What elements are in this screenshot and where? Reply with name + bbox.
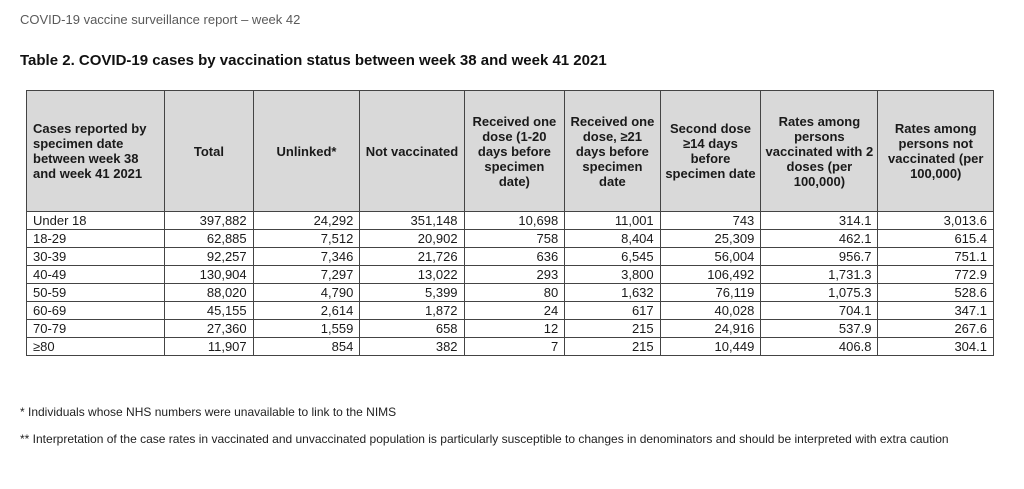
column-header-second-dose: Second dose ≥14 days before specimen dat… [659,90,762,212]
table-cell: 704.1 [760,301,879,320]
table-cell: 397,882 [164,211,254,230]
table-cell: 351,148 [359,211,465,230]
table-cell: 293 [463,265,566,284]
table-cell: 13,022 [359,265,465,284]
table-cell: 92,257 [164,247,254,266]
table-cell: 462.1 [760,229,879,248]
table-cell: 10,698 [463,211,566,230]
table-cell: Under 18 [25,211,166,230]
table-cell: 21,726 [359,247,465,266]
table-cell: 314.1 [760,211,879,230]
table-cell: 24,916 [659,319,762,338]
cases-table: Cases reported by specimen date between … [25,90,994,356]
table-cell: 751.1 [877,247,994,266]
table-cell: 4,790 [252,283,361,302]
table-cell: 6,545 [564,247,661,266]
column-header-total: Total [164,90,254,212]
table-row: 70-79 27,360 1,559 658 12 215 24,916 537… [25,319,994,338]
table-cell: 11,907 [164,337,254,356]
table-row: 40-49 130,904 7,297 13,022 293 3,800 106… [25,265,994,284]
table-header-row: Cases reported by specimen date between … [25,90,994,212]
table-cell: 956.7 [760,247,879,266]
table-cell: 30-39 [25,247,166,266]
table-cell: 7 [463,337,566,356]
table-cell: ≥80 [25,337,166,356]
table-cell: 382 [359,337,465,356]
table-cell: 537.9 [760,319,879,338]
table-cell: 70-79 [25,319,166,338]
table-cell: 3,800 [564,265,661,284]
table-row: 60-69 45,155 2,614 1,872 24 617 40,028 7… [25,301,994,320]
table-cell: 658 [359,319,465,338]
table-cell: 106,492 [659,265,762,284]
table-cell: 7,297 [252,265,361,284]
page-header: COVID-19 vaccine surveillance report – w… [20,12,301,27]
table-cell: 406.8 [760,337,879,356]
table-cell: 62,885 [164,229,254,248]
table-cell: 11,001 [564,211,661,230]
table-row: ≥80 11,907 854 382 7 215 10,449 406.8 30… [25,337,994,356]
column-header-rate-vaccinated: Rates among persons vaccinated with 2 do… [760,90,879,212]
table-cell: 7,346 [252,247,361,266]
column-header-one-dose-21-days: Received one dose, ≥21 days before speci… [564,90,661,212]
table-cell: 1,731.3 [760,265,879,284]
table-cell: 18-29 [25,229,166,248]
table-title: Table 2. COVID-19 cases by vaccination s… [20,52,607,69]
table-cell: 24,292 [252,211,361,230]
table-cell: 615.4 [877,229,994,248]
table-row: 18-29 62,885 7,512 20,902 758 8,404 25,3… [25,229,994,248]
table-cell: 88,020 [164,283,254,302]
table-cell: 617 [564,301,661,320]
table-cell: 25,309 [659,229,762,248]
table-cell: 56,004 [659,247,762,266]
table-row: 30-39 92,257 7,346 21,726 636 6,545 56,0… [25,247,994,266]
table-cell: 636 [463,247,566,266]
column-header-unlinked: Unlinked* [252,90,361,212]
table-cell: 40-49 [25,265,166,284]
table-cell: 8,404 [564,229,661,248]
table-cell: 304.1 [877,337,994,356]
table-cell: 27,360 [164,319,254,338]
table-row: 50-59 88,020 4,790 5,399 80 1,632 76,119… [25,283,994,302]
table-cell: 76,119 [659,283,762,302]
column-header-rate-not-vaccinated: Rates among persons not vaccinated (per … [877,90,994,212]
table-cell: 772.9 [877,265,994,284]
table-cell: 60-69 [25,301,166,320]
table-cell: 24 [463,301,566,320]
table-cell: 1,075.3 [760,283,879,302]
table-cell: 20,902 [359,229,465,248]
table-cell: 347.1 [877,301,994,320]
table-cell: 215 [564,319,661,338]
table-cell: 5,399 [359,283,465,302]
table-cell: 854 [252,337,361,356]
table-cell: 10,449 [659,337,762,356]
table-cell: 12 [463,319,566,338]
footnote-interpretation: ** Interpretation of the case rates in v… [20,432,949,446]
table-cell: 1,559 [252,319,361,338]
column-header-not-vaccinated: Not vaccinated [359,90,465,212]
table-cell: 2,614 [252,301,361,320]
footnote-unlinked: * Individuals whose NHS numbers were una… [20,405,397,419]
table-cell: 215 [564,337,661,356]
table-cell: 3,013.6 [877,211,994,230]
column-header-one-dose-1-20-days: Received one dose (1-20 days before spec… [463,90,566,212]
table-cell: 80 [463,283,566,302]
table-cell: 528.6 [877,283,994,302]
table-cell: 743 [659,211,762,230]
column-header-age-group: Cases reported by specimen date between … [25,90,166,212]
table-cell: 40,028 [659,301,762,320]
table-cell: 130,904 [164,265,254,284]
table-cell: 1,632 [564,283,661,302]
table-cell: 758 [463,229,566,248]
table-cell: 45,155 [164,301,254,320]
table-cell: 50-59 [25,283,166,302]
table-cell: 1,872 [359,301,465,320]
table-row: Under 18 397,882 24,292 351,148 10,698 1… [25,211,994,230]
table-cell: 267.6 [877,319,994,338]
table-cell: 7,512 [252,229,361,248]
